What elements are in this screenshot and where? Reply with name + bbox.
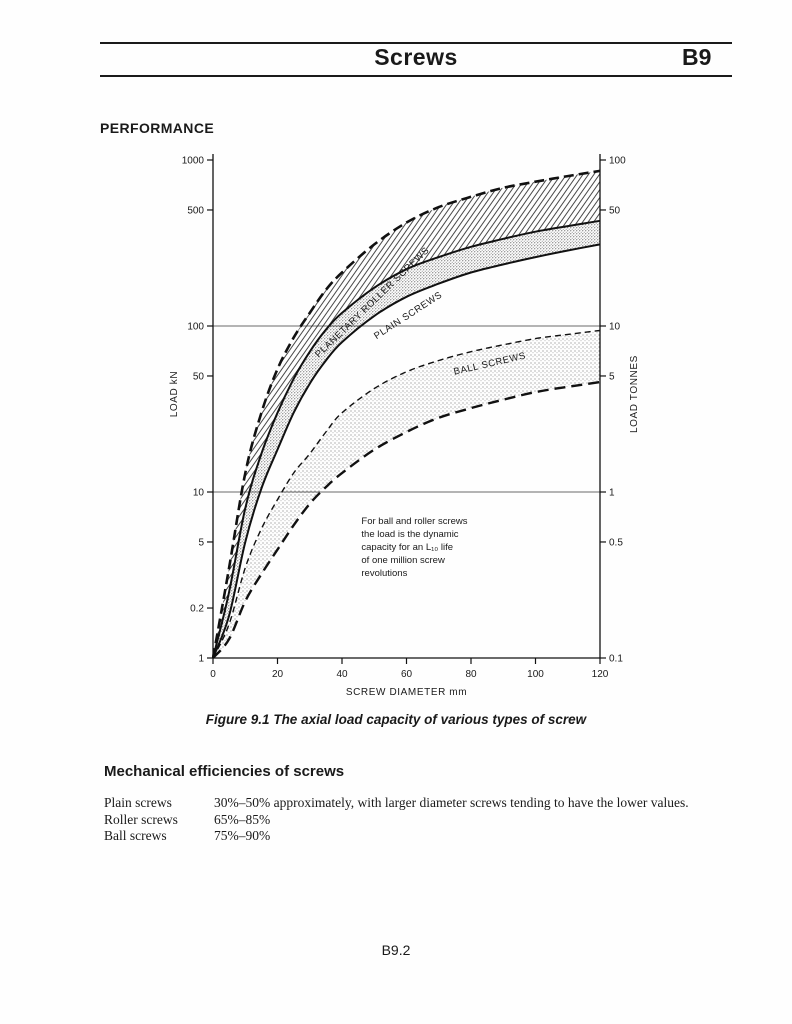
svg-text:50: 50 [193,371,205,382]
y-axis-label-right: LOAD TONNES [629,355,640,433]
svg-text:1: 1 [609,488,615,499]
svg-text:100: 100 [527,669,544,680]
svg-text:0.5: 0.5 [609,537,623,548]
table-row: Roller screws 65%–85% [104,812,689,829]
svg-text:5: 5 [198,537,204,548]
band-plain-screws [212,219,601,659]
svg-text:60: 60 [401,669,413,680]
screw-type-label: Roller screws [104,811,178,827]
efficiencies-table: Plain screws 30%–50% approximately, with… [104,795,689,845]
svg-text:0: 0 [210,669,216,680]
table-row: Plain screws 30%–50% approximately, with… [104,795,689,812]
efficiency-value: 30%–50% approximately, with larger diame… [214,795,689,810]
table-row: Ball screws 75%–90% [104,828,689,845]
page-footer: B9.2 [381,942,411,958]
svg-text:40: 40 [336,669,348,680]
svg-text:10: 10 [193,488,205,499]
screw-type-label: Ball screws [104,828,167,843]
efficiency-value: 65%–85% [214,811,271,827]
y-axis-label-left: LOAD kN [169,371,180,417]
svg-text:1000: 1000 [182,156,205,167]
svg-text:0.1: 0.1 [609,654,623,665]
page-code: B9 [682,44,712,70]
page-title: Screws [374,44,458,70]
svg-text:120: 120 [592,669,609,680]
svg-text:5: 5 [609,371,615,382]
chart-annotation: For ball and roller screws the load is th… [361,516,467,579]
x-axis-label: SCREW DIAMETER mm [346,687,467,698]
efficiency-value: 75%–90% [214,828,271,843]
svg-text:20: 20 [272,669,284,680]
svg-text:1: 1 [198,654,204,665]
screw-type-label: Plain screws [104,795,172,810]
svg-text:10: 10 [609,322,621,333]
header-rule-bottom [100,75,732,77]
band-ball-screws [212,329,601,659]
efficiencies-heading: Mechanical efficiencies of screws [104,763,345,780]
header-rule-top [100,42,732,44]
svg-text:500: 500 [187,205,204,216]
figure-caption: Figure 9.1 The axial load capacity of va… [205,712,587,727]
svg-text:0.2: 0.2 [190,604,204,615]
svg-text:50: 50 [609,205,621,216]
svg-text:80: 80 [465,669,477,680]
svg-text:100: 100 [187,322,204,333]
chart-bands [212,169,601,659]
section-heading-performance: PERFORMANCE [100,120,215,136]
svg-text:100: 100 [609,156,626,167]
